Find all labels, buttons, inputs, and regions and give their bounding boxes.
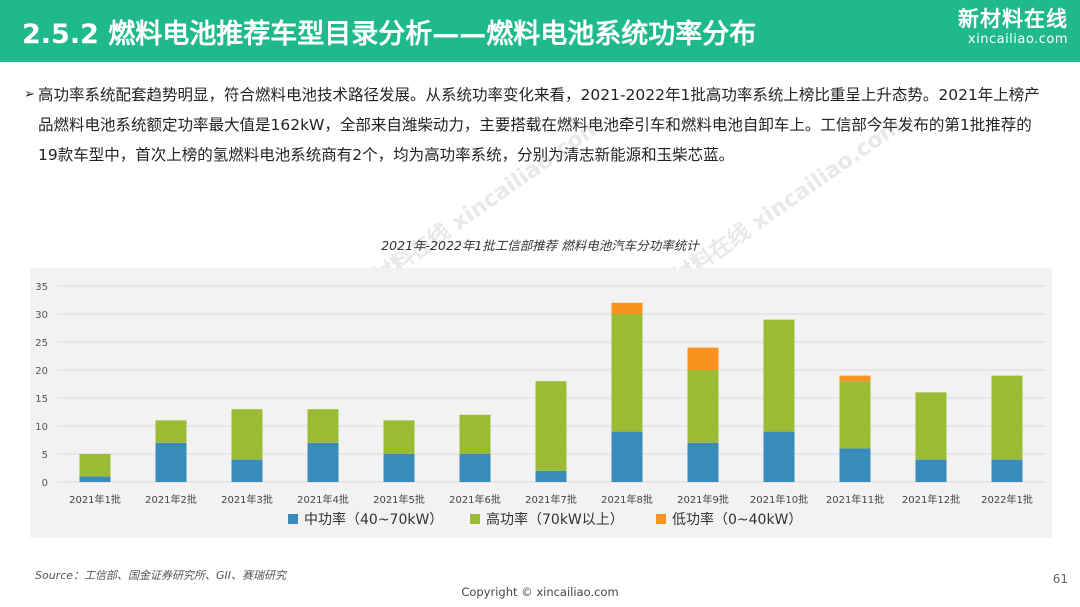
bar-segment: [231, 409, 263, 460]
stacked-bar-chart: 0 5 10 15 20 25 30 35 2021年1批 2021年2批 2021年3批 2021年…: [35, 282, 1045, 528]
intro-paragraph: ➢ 高功率系统配套趋势明显，符合燃料电池技术路径发展。从系统功率变化来看，202…: [24, 80, 1048, 170]
bar-segment: [687, 347, 719, 370]
x-tick-label: 2021年3批: [221, 493, 273, 506]
bar-segment: [155, 420, 187, 443]
bar-segment: [839, 381, 871, 449]
y-tick-label: 20: [35, 366, 48, 377]
bar-segment: [611, 431, 643, 482]
intro-text: 高功率系统配套趋势明显，符合燃料电池技术路径发展。从系统功率变化来看，2021-…: [38, 86, 1040, 164]
bar-segment: [155, 442, 187, 482]
source-note: Source：工信部、国金证券研究所、GII、赛瑞研究: [35, 569, 287, 582]
y-tick-label: 0: [42, 478, 48, 489]
bar-segment: [839, 375, 871, 382]
legend-label: 高功率（70kW以上）: [486, 511, 624, 528]
bar-segment: [839, 448, 871, 482]
bar-segment: [459, 454, 491, 482]
bar-segment: [687, 442, 719, 482]
y-tick-label: 30: [35, 310, 48, 321]
logo-cn-text: 新材料在线: [958, 7, 1068, 31]
y-tick-label: 35: [35, 282, 48, 293]
copyright-text: Copyright © xincailiao.com: [461, 585, 619, 599]
x-tick-label: 2021年5批: [373, 493, 425, 506]
bar-segment: [915, 459, 947, 482]
y-tick-label: 5: [42, 450, 48, 461]
x-tick-label: 2021年1批: [69, 493, 121, 506]
bar-segment: [763, 319, 795, 432]
bar-segment: [459, 414, 491, 454]
bar-segment: [915, 392, 947, 460]
x-tick-label: 2021年8批: [601, 493, 653, 506]
bar-segment: [231, 459, 263, 482]
legend-label: 中功率（40~70kW）: [304, 511, 443, 528]
x-tick-label: 2021年12批: [902, 493, 960, 506]
page-title: 2.5.2 燃料电池推荐车型目录分析——燃料电池系统功率分布: [22, 19, 757, 50]
x-tick-label: 2021年4批: [297, 493, 349, 506]
bar-segment: [687, 370, 719, 443]
bar-segment: [383, 420, 415, 454]
bullet-arrow-icon: ➢: [24, 87, 35, 102]
x-tick-label: 2021年9批: [677, 493, 729, 506]
logo-en-text: xincailiao.com: [967, 32, 1068, 47]
bar-segment: [611, 302, 643, 314]
page-number: 61: [1052, 572, 1068, 586]
header-bar: 2.5.2 燃料电池推荐车型目录分析——燃料电池系统功率分布 新材料在线 xin…: [0, 0, 1080, 62]
y-tick-label: 10: [35, 422, 48, 433]
legend-label: 低功率（0~40kW）: [672, 511, 802, 528]
bar-segment: [991, 375, 1023, 460]
legend-swatch: [656, 514, 666, 524]
legend-swatch: [470, 514, 480, 524]
chart-title: 2021年-2022年1批工信部推荐 燃料电池汽车分功率统计: [381, 238, 699, 253]
legend-swatch: [288, 514, 298, 524]
bar-segment: [383, 454, 415, 482]
y-tick-label: 25: [35, 338, 48, 349]
bar-segment: [611, 314, 643, 432]
x-tick-label: 2021年11批: [826, 493, 884, 506]
y-tick-label: 15: [35, 394, 48, 405]
chart-area: 0 5 10 15 20 25 30 35 2021年1批 2021年2批 2021年3批 2021年…: [30, 268, 1052, 538]
x-tick-label: 2021年7批: [525, 493, 577, 506]
bar-segment: [535, 470, 567, 482]
x-tick-label: 2021年10批: [750, 493, 808, 506]
bar-segment: [991, 459, 1023, 482]
brand-logo: 新材料在线 xincailiao.com: [958, 6, 1068, 48]
bar-segment: [307, 442, 339, 482]
bar-segment: [79, 454, 111, 477]
x-tick-label: 2022年1批: [981, 493, 1033, 506]
bar-segment: [535, 381, 567, 471]
bar-segment: [307, 409, 339, 443]
bar-segment: [763, 431, 795, 482]
x-tick-label: 2021年6批: [449, 493, 501, 506]
bar-segment: [79, 476, 111, 482]
x-tick-label: 2021年2批: [145, 493, 197, 506]
